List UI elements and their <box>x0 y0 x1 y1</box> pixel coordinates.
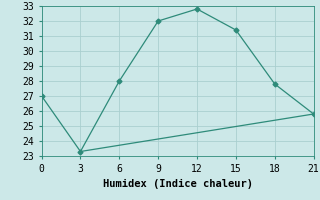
X-axis label: Humidex (Indice chaleur): Humidex (Indice chaleur) <box>103 179 252 189</box>
